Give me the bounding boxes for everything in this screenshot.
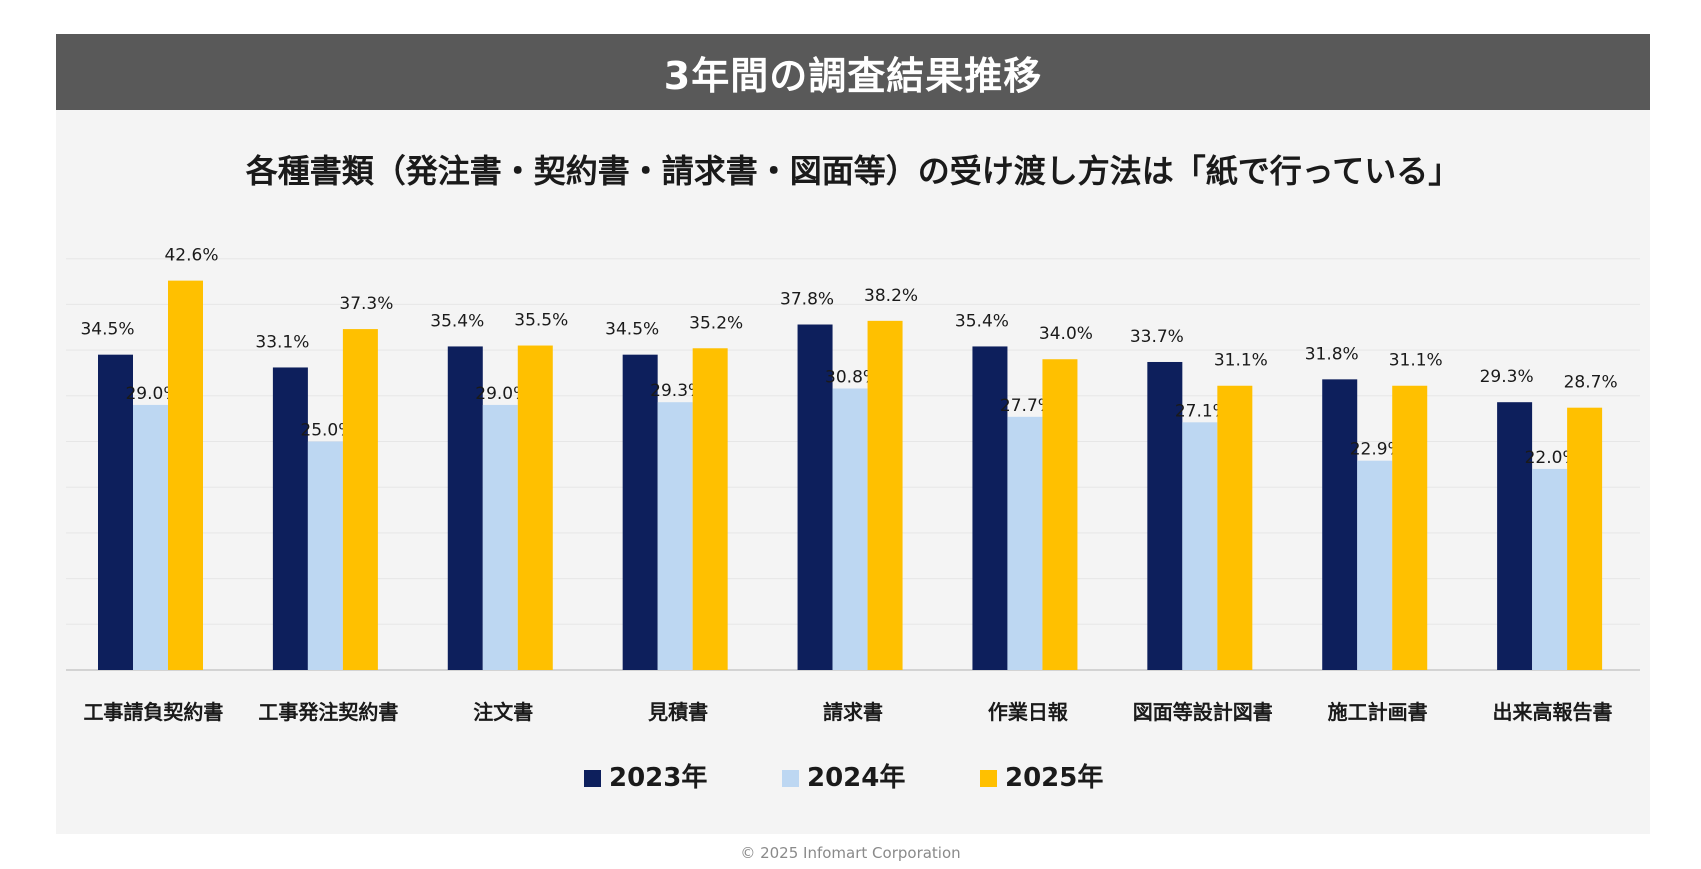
legend-label: 2024年 <box>807 762 905 793</box>
bar-2025 <box>1567 407 1603 670</box>
bar-2024 <box>1357 460 1393 670</box>
category-label: 作業日報 <box>988 700 1069 724</box>
category-label: 出来高報告書 <box>1493 700 1613 724</box>
bar-2025 <box>168 280 203 670</box>
data-label: 22.9% <box>1350 440 1404 460</box>
bar-2025 <box>517 345 553 670</box>
data-label: 31.8% <box>1305 344 1359 364</box>
data-label: 28.7% <box>1564 373 1618 393</box>
bar-2024 <box>1007 416 1043 670</box>
copyright-text: © 2025 Infomart Corporation <box>740 844 961 862</box>
legend-swatch <box>980 770 997 787</box>
chart-title: 各種書類（発注書・契約書・請求書・図面等）の受け渡し方法は「紙で行っている」 <box>245 152 1461 190</box>
bar-group: 35.4% 29.0% 35.5% <box>430 311 568 670</box>
bar-2023 <box>1322 379 1358 670</box>
data-label: 31.1% <box>1389 351 1443 371</box>
legend-item: 2024年 <box>782 762 905 793</box>
bar-2024 <box>1532 468 1568 670</box>
category-label: 請求書 <box>823 700 883 724</box>
legend-swatch <box>782 770 799 787</box>
category-label: 工事請負契約書 <box>83 700 223 724</box>
bar-2025 <box>342 329 378 670</box>
bar-2024 <box>657 402 693 670</box>
bar-2025 <box>1217 385 1253 670</box>
data-label: 25.0% <box>300 421 354 441</box>
data-label: 37.8% <box>780 290 834 310</box>
bar-group: 33.1% 25.0% 37.3% <box>255 294 393 670</box>
bar-group: 34.5% 29.3% 35.2% <box>605 313 743 670</box>
data-label: 29.3% <box>1480 367 1534 387</box>
bar-2024 <box>482 404 518 670</box>
data-label: 29.0% <box>475 384 529 404</box>
data-label: 37.3% <box>339 294 393 314</box>
legend-swatch <box>584 770 601 787</box>
bar-2024 <box>832 388 868 670</box>
legend-item: 2023年 <box>584 762 707 793</box>
data-label: 34.5% <box>80 320 134 340</box>
bar-group: 37.8% 30.8% 38.2% <box>780 286 918 670</box>
legend-label: 2025年 <box>1005 762 1103 793</box>
category-label: 工事発注契約書 <box>258 700 398 724</box>
data-label: 29.3% <box>650 381 704 401</box>
bar-2023 <box>1147 361 1183 670</box>
category-label: 施工計画書 <box>1328 700 1428 724</box>
data-label: 22.0% <box>1525 448 1579 468</box>
bar-2023 <box>272 367 308 670</box>
category-label: 注文書 <box>473 700 533 724</box>
bar-2023 <box>98 354 133 670</box>
bar-2025 <box>1392 385 1428 670</box>
bar-2023 <box>972 346 1008 670</box>
data-label: 35.2% <box>689 313 743 333</box>
header-bar: 3年間の調査結果推移 <box>56 34 1650 110</box>
data-label: 27.1% <box>1175 401 1229 421</box>
data-label: 38.2% <box>864 286 918 306</box>
data-label: 33.1% <box>255 332 309 352</box>
bar-2025 <box>867 320 903 670</box>
bar-2025 <box>692 348 728 670</box>
data-label: 30.8% <box>825 367 879 387</box>
bar-group: 31.8% 22.9% 31.1% <box>1305 344 1443 670</box>
legend-item: 2025年 <box>980 762 1103 793</box>
bar-2024 <box>1182 422 1218 670</box>
bar-group: 29.3% 22.0% 28.7% <box>1480 367 1618 670</box>
legend: 2023年 2024年 2025年 <box>584 762 1103 793</box>
legend-label: 2023年 <box>609 762 707 793</box>
bar-2023 <box>797 324 833 670</box>
data-label: 34.5% <box>605 320 659 340</box>
bar-2025 <box>1042 359 1078 670</box>
bar-2024 <box>133 404 168 670</box>
bar-group: 35.4% 27.7% 34.0% <box>955 311 1093 670</box>
data-label: 42.6% <box>164 246 218 266</box>
bar-2024 <box>307 441 343 670</box>
bar-2023 <box>622 354 658 670</box>
data-label: 27.7% <box>1000 396 1054 416</box>
bar-2023 <box>1497 402 1533 670</box>
category-label: 見積書 <box>648 700 708 724</box>
data-label: 29.0% <box>125 384 179 404</box>
bar-2023 <box>447 346 483 670</box>
data-label: 33.7% <box>1130 327 1184 347</box>
data-label: 35.4% <box>430 311 484 331</box>
bar-group: 34.5% 29.0% 42.6% <box>80 246 219 670</box>
page-title: 3年間の調査結果推移 <box>663 53 1043 98</box>
bar-group: 33.7% 27.1% 31.1% <box>1130 327 1268 670</box>
data-label: 35.4% <box>955 311 1009 331</box>
category-label: 図面等設計図書 <box>1133 700 1273 724</box>
data-label: 31.1% <box>1214 351 1268 371</box>
data-label: 34.0% <box>1039 324 1093 344</box>
data-label: 35.5% <box>514 311 568 331</box>
